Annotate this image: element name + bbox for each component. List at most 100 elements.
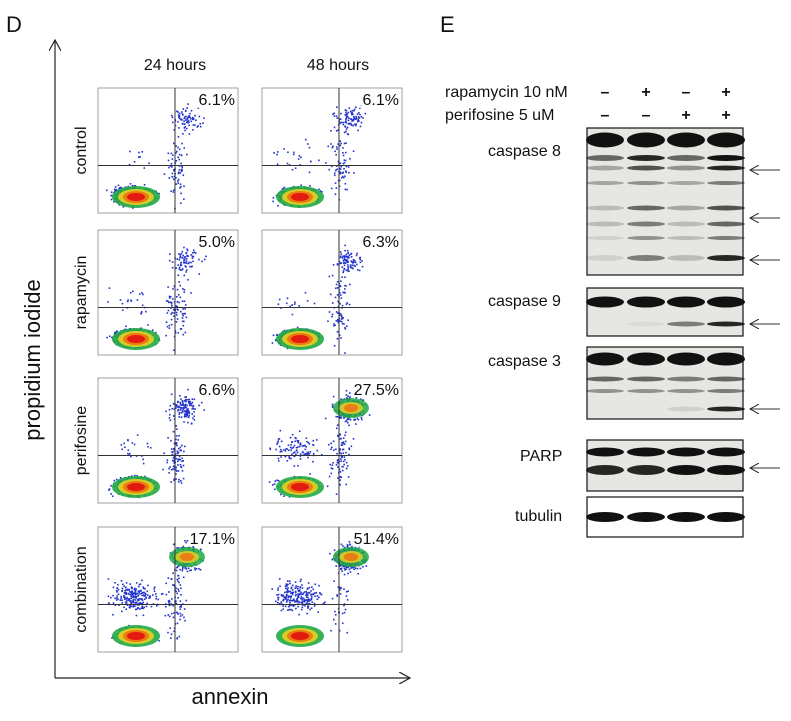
event-dot [292, 589, 294, 591]
event-dot [171, 319, 173, 321]
event-dot [180, 407, 182, 409]
event-dot [179, 259, 181, 261]
event-dot [149, 597, 151, 599]
event-dot [341, 262, 343, 264]
event-dot [198, 405, 200, 407]
density-core [127, 193, 145, 201]
event-dot [184, 265, 186, 267]
event-dot [177, 147, 179, 149]
event-dot [342, 292, 344, 294]
event-dot [345, 142, 347, 144]
event-dot [343, 177, 345, 179]
event-dot [178, 159, 180, 161]
event-dot [141, 607, 143, 609]
event-dot [333, 619, 335, 621]
event-dot [350, 266, 352, 268]
event-dot [178, 281, 180, 283]
event-dot [178, 479, 180, 481]
event-dot [179, 395, 181, 397]
event-dot [290, 458, 292, 460]
event-dot [313, 453, 315, 455]
event-dot [180, 269, 182, 271]
event-dot [180, 600, 182, 602]
event-dot [292, 610, 294, 612]
event-dot [135, 609, 137, 611]
event-dot [311, 594, 313, 596]
event-dot [347, 544, 349, 546]
event-dot [278, 458, 280, 460]
event-dot [346, 269, 348, 271]
event-dot [171, 166, 173, 168]
event-dot [177, 289, 179, 291]
event-dot [349, 158, 351, 160]
event-dot [191, 413, 193, 415]
event-dot [305, 453, 307, 455]
event-dot [276, 443, 278, 445]
event-dot [169, 414, 171, 416]
event-dot [175, 478, 177, 480]
event-dot [329, 553, 331, 555]
event-dot [173, 544, 175, 546]
event-dot [182, 123, 184, 125]
event-dot [331, 467, 333, 469]
event-dot [345, 183, 347, 185]
event-dot [337, 287, 339, 289]
event-dot [182, 404, 184, 406]
event-dot [180, 183, 182, 185]
event-dot [186, 407, 188, 409]
event-dot [313, 589, 315, 591]
event-dot [183, 120, 185, 122]
event-dot [345, 431, 347, 433]
event-dot [172, 173, 174, 175]
event-dot [180, 584, 182, 586]
event-dot [184, 127, 186, 129]
density-core [180, 553, 194, 561]
event-dot [341, 253, 343, 255]
event-dot [357, 118, 359, 120]
event-dot [361, 260, 363, 262]
event-dot [123, 443, 125, 445]
event-dot [330, 294, 332, 296]
event-dot [331, 447, 333, 449]
event-dot [129, 151, 131, 153]
event-dot [120, 299, 122, 301]
event-dot [187, 399, 189, 401]
event-dot [358, 112, 360, 114]
event-dot [333, 113, 335, 115]
event-dot [302, 451, 304, 453]
event-dot [353, 172, 355, 174]
event-dot [127, 453, 129, 455]
event-dot [134, 599, 136, 601]
event-dot [134, 161, 136, 163]
event-dot [336, 428, 338, 430]
event-dot [147, 446, 149, 448]
event-dot [194, 569, 196, 571]
event-dot [193, 256, 195, 258]
event-dot [138, 152, 140, 154]
event-dot [349, 304, 351, 306]
event-dot [182, 568, 184, 570]
event-dot [175, 183, 177, 185]
event-dot [183, 409, 185, 411]
event-dot [296, 450, 298, 452]
event-dot [141, 598, 143, 600]
event-dot [187, 279, 189, 281]
event-dot [180, 262, 182, 264]
event-dot [169, 417, 171, 419]
event-dot [340, 140, 342, 142]
event-dot [180, 404, 182, 406]
event-dot [110, 485, 112, 487]
event-dot [145, 311, 147, 313]
event-dot [292, 169, 294, 171]
event-dot [182, 317, 184, 319]
event-dot [124, 592, 126, 594]
event-dot [178, 435, 180, 437]
event-dot [118, 185, 120, 187]
event-dot [331, 464, 333, 466]
event-dot [307, 143, 309, 145]
event-dot [311, 596, 313, 598]
event-dot [354, 124, 356, 126]
event-dot [186, 269, 188, 271]
event-dot [184, 332, 186, 334]
event-dot [365, 113, 367, 115]
